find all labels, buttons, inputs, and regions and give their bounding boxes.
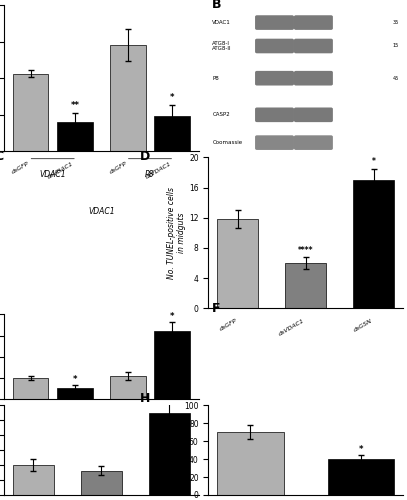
Bar	[110, 46, 146, 152]
FancyBboxPatch shape	[255, 136, 294, 150]
Bar	[57, 122, 92, 152]
Text: ATG8-I
ATG8-II: ATG8-I ATG8-II	[212, 40, 232, 52]
FancyBboxPatch shape	[294, 15, 333, 30]
FancyBboxPatch shape	[255, 108, 294, 122]
Text: 15: 15	[393, 44, 399, 49]
FancyBboxPatch shape	[294, 71, 333, 86]
Text: ***: ***	[164, 392, 175, 400]
Text: D: D	[140, 150, 151, 163]
Bar	[353, 180, 394, 308]
Text: ****: ****	[298, 246, 313, 255]
Bar	[217, 432, 284, 495]
Text: VDAC1: VDAC1	[88, 207, 115, 216]
Text: VDAC1: VDAC1	[212, 20, 231, 25]
Y-axis label: No. TUNEL-positive cells
in midguts: No. TUNEL-positive cells in midguts	[167, 187, 186, 279]
Bar	[285, 263, 326, 308]
FancyBboxPatch shape	[255, 71, 294, 86]
Text: *: *	[72, 375, 77, 384]
Text: *: *	[170, 312, 174, 320]
Text: P8: P8	[145, 410, 155, 420]
Bar	[110, 376, 146, 400]
Text: 45: 45	[393, 76, 399, 80]
Text: F: F	[212, 302, 221, 314]
Bar	[81, 470, 122, 495]
Text: *: *	[170, 92, 174, 102]
Text: H: H	[140, 392, 151, 405]
Text: B: B	[212, 0, 222, 10]
Bar	[57, 388, 92, 400]
Bar	[13, 74, 48, 152]
FancyBboxPatch shape	[294, 38, 333, 54]
FancyBboxPatch shape	[255, 15, 294, 30]
Y-axis label: % of survival rate: % of survival rate	[172, 416, 182, 484]
Text: 35: 35	[393, 20, 399, 25]
Bar	[217, 220, 258, 308]
Text: P8: P8	[212, 76, 219, 80]
Text: Coomassie: Coomassie	[212, 140, 243, 145]
FancyBboxPatch shape	[294, 108, 333, 122]
Text: *: *	[359, 444, 363, 454]
Text: *: *	[372, 158, 376, 166]
Text: C: C	[0, 150, 4, 163]
Bar	[154, 116, 190, 152]
FancyBboxPatch shape	[255, 38, 294, 54]
FancyBboxPatch shape	[294, 136, 333, 150]
Bar	[13, 465, 54, 495]
Bar	[13, 378, 48, 400]
Text: GSN: GSN	[44, 410, 61, 420]
Bar	[328, 459, 394, 495]
Text: **: **	[70, 102, 79, 110]
Text: CASP2: CASP2	[212, 112, 230, 117]
Text: P8: P8	[145, 170, 155, 179]
Bar	[154, 332, 190, 400]
Text: VDAC1: VDAC1	[39, 170, 66, 179]
Bar	[149, 412, 190, 495]
